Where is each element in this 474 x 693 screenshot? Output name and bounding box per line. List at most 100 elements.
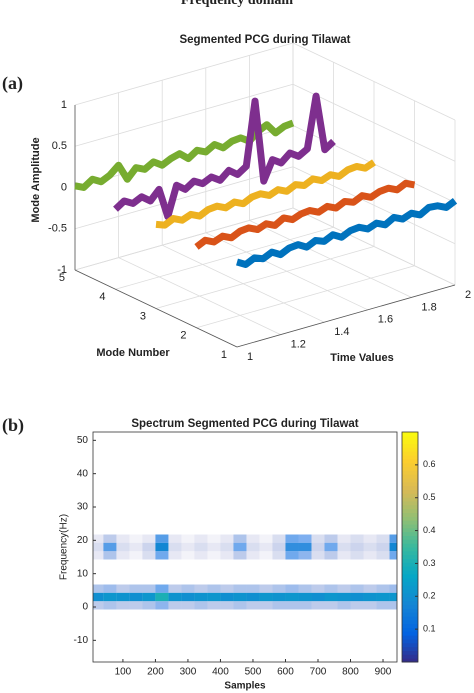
mode-line [236, 198, 458, 268]
heatmap-cell [233, 601, 247, 610]
colorbar-step [402, 543, 418, 548]
colorbar-step [402, 527, 418, 533]
heatmap-cell [142, 584, 156, 593]
colorbar-step [402, 501, 418, 506]
heatmap-cell [324, 601, 338, 610]
heatmap-cell [324, 584, 338, 593]
colorbar-step [402, 443, 418, 448]
heatmap-cell [194, 584, 208, 593]
heatmap-cell [350, 551, 364, 560]
colorbar-step [402, 478, 418, 483]
heatmap-cell [337, 584, 351, 593]
heatmap-cell [93, 592, 104, 602]
colorbar-step [402, 608, 418, 613]
heatmap-cell [272, 592, 286, 602]
heatmap-cell [285, 584, 299, 593]
heatmap-cell [93, 601, 104, 610]
y-tick-label: 1 [221, 349, 227, 361]
x-tick-label: 500 [245, 667, 262, 678]
heatmap-cell [259, 601, 273, 610]
colorbar-step [402, 654, 418, 659]
colorbar-step [402, 535, 418, 540]
heatmap-cell [272, 534, 286, 543]
heatmap-cell [93, 534, 104, 543]
x-tick-label: 1.4 [334, 326, 349, 338]
heatmap-cell [311, 534, 325, 543]
heatmap-cell [272, 584, 286, 593]
heatmap-cell [129, 551, 143, 560]
heatmap-cell [285, 534, 299, 543]
colorbar-step [402, 658, 418, 663]
colorbar-step [402, 481, 418, 487]
x-tick-label: 900 [375, 667, 392, 678]
heatmap-cell [363, 592, 377, 602]
heatmap-cell [324, 551, 338, 560]
heatmap-cell [116, 542, 130, 552]
heatmap-cell [259, 534, 273, 543]
colorbar-step [402, 489, 418, 494]
y-axis-label: Mode Number [96, 347, 170, 359]
heatmap-cell [194, 551, 208, 560]
heatmap-cell [168, 534, 182, 543]
x-tick-label: 2 [465, 289, 471, 301]
caption: Frequency domain [181, 0, 293, 8]
heatmap-cell [142, 542, 156, 552]
heatmap-cell [298, 551, 312, 560]
heatmap-cell [376, 534, 390, 543]
heatmap-cell [337, 534, 351, 543]
heatmap-cell [350, 542, 364, 552]
heatmap-cell [363, 534, 377, 543]
heatmap-cell [181, 584, 195, 593]
colorbar-step [402, 462, 418, 467]
colorbar-step [402, 508, 418, 513]
heatmap-cell [220, 584, 234, 593]
heatmap-cell [311, 542, 325, 552]
heatmap-cell [363, 542, 377, 552]
heatmap-cell [129, 592, 143, 602]
colorbar-step [402, 439, 418, 444]
colorbar-step [402, 627, 418, 632]
heatmap-cell [155, 601, 169, 610]
y-axis-label: Frequency(Hz) [59, 514, 70, 580]
x-axis-label: Samples [224, 681, 266, 692]
heatmap-cell [363, 584, 377, 593]
grid-line [74, 83, 294, 147]
colorbar-step [402, 550, 418, 556]
y-tick-label: 5 [59, 272, 65, 284]
heatmap-cell [116, 592, 130, 602]
z-tick-label: -0.5 [48, 223, 67, 235]
heatmap-cell [298, 584, 312, 593]
colorbar-step [402, 497, 418, 502]
y-tick-label: 40 [77, 468, 89, 479]
y-tick-label: 30 [77, 502, 89, 513]
colorbar-step [402, 562, 418, 567]
colorbar-step [402, 589, 418, 594]
heatmap-cell [155, 551, 169, 560]
heatmap-cell [220, 551, 234, 560]
heatmap-cell [233, 542, 247, 552]
colorbar-step [402, 600, 418, 605]
grid-line [196, 265, 415, 329]
heatmap-cell [285, 592, 299, 602]
panel-label: (a) [2, 73, 23, 94]
heatmap-cell [181, 592, 195, 602]
colorbar-step [402, 493, 418, 498]
colorbar-step [402, 524, 418, 529]
y-tick-label: 4 [99, 291, 105, 303]
heatmap-cell [246, 551, 260, 560]
y-tick-label: 3 [140, 310, 146, 322]
colorbar-step [402, 504, 418, 510]
heatmap-cell [207, 584, 221, 593]
panel-label: (b) [2, 415, 24, 436]
z-tick-label: 0 [61, 181, 67, 193]
heatmap-cell [363, 551, 377, 560]
heatmap-cell [272, 601, 286, 610]
heatmap-cell [142, 551, 156, 560]
z-tick-label: -1 [57, 264, 67, 276]
z-tick-label: 0.5 [52, 140, 67, 152]
heatmap-cell [168, 584, 182, 593]
colorbar-step [402, 639, 418, 644]
x-tick-label: 400 [212, 667, 229, 678]
y-tick-label: 10 [77, 568, 89, 579]
heatmap-cell [142, 534, 156, 543]
